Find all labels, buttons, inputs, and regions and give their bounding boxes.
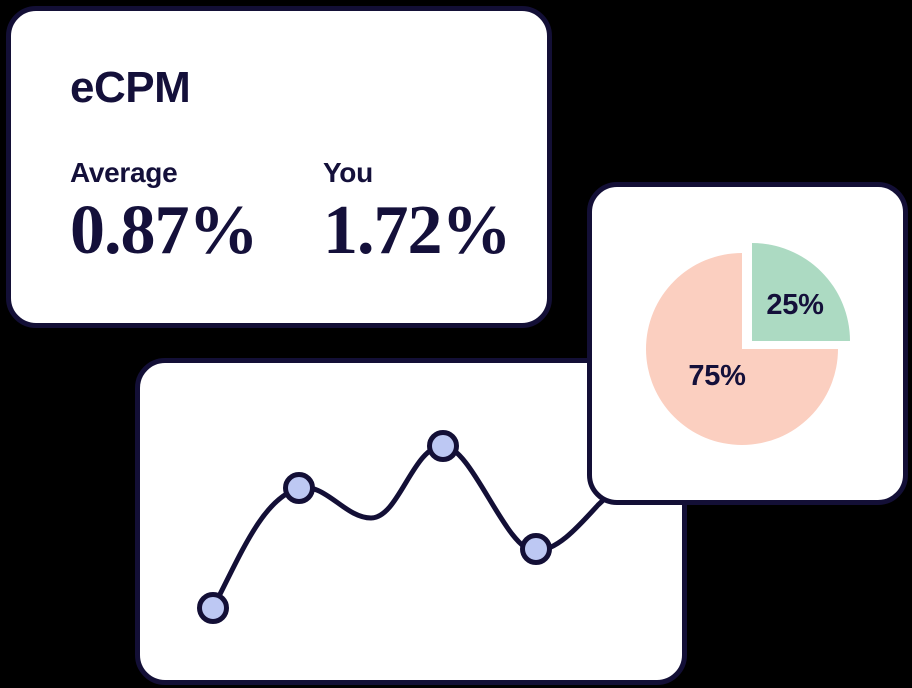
stat-value: 1.72% <box>323 192 511 269</box>
stat-average: Average 0.87% <box>70 157 258 269</box>
pie-label-75: 75% <box>688 360 746 392</box>
ecpm-stat-card: eCPM Average 0.87% You 1.72% <box>6 6 552 328</box>
pie-chart: 25% 75% <box>646 243 850 445</box>
pie-chart-card: 25% 75% <box>587 182 908 505</box>
pie-label-25: 25% <box>766 289 824 321</box>
stat-label: You <box>323 157 373 188</box>
card-title: eCPM <box>70 63 191 112</box>
pie-slice-75 <box>646 253 838 445</box>
stat-you: You 1.72% <box>323 157 511 269</box>
stat-label: Average <box>70 157 178 188</box>
stat-value: 0.87% <box>70 192 258 269</box>
pie-slice-25 <box>752 243 850 341</box>
